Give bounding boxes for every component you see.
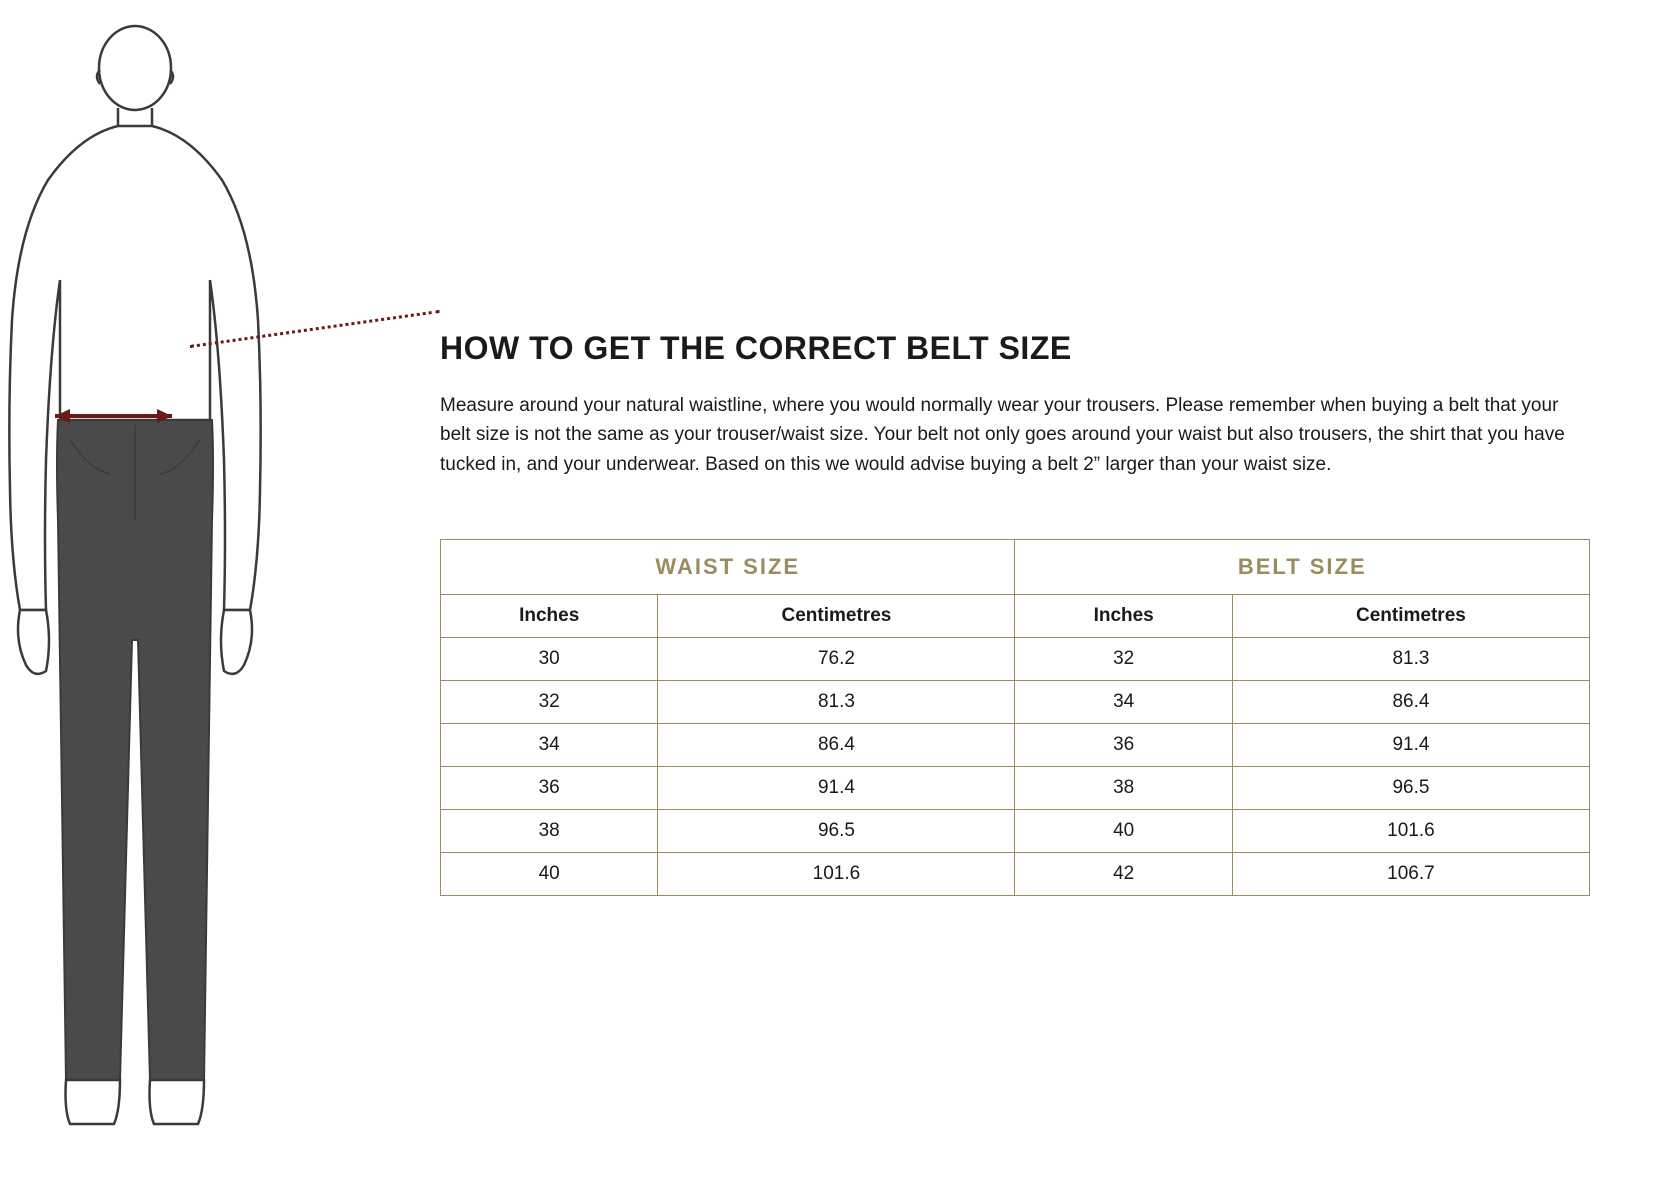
table-unit-header-row: Inches Centimetres Inches Centimetres	[441, 595, 1590, 638]
table-row: 34 86.4 36 91.4	[441, 724, 1590, 767]
cell: 34	[441, 724, 658, 767]
cell: 101.6	[1232, 810, 1589, 853]
cell: 36	[441, 767, 658, 810]
table-body: 30 76.2 32 81.3 32 81.3 34 86.4 34 86.4 …	[441, 638, 1590, 896]
cell: 101.6	[658, 853, 1015, 896]
cell: 96.5	[1232, 767, 1589, 810]
cell: 86.4	[1232, 681, 1589, 724]
body-figure-svg	[0, 20, 440, 1170]
cell: 81.3	[1232, 638, 1589, 681]
cell: 106.7	[1232, 853, 1589, 896]
unit-header: Centimetres	[658, 595, 1015, 638]
cell: 40	[441, 853, 658, 896]
description-text: Measure around your natural waistline, w…	[440, 391, 1590, 479]
unit-header: Centimetres	[1232, 595, 1589, 638]
cell: 42	[1015, 853, 1232, 896]
figure-illustration	[0, 0, 440, 1200]
table-group-header-row: WAIST SIZE BELT SIZE	[441, 540, 1590, 595]
cell: 91.4	[658, 767, 1015, 810]
cell: 32	[1015, 638, 1232, 681]
content-column: HOW TO GET THE CORRECT BELT SIZE Measure…	[440, 0, 1657, 1200]
cell: 86.4	[658, 724, 1015, 767]
cell: 38	[441, 810, 658, 853]
cell: 96.5	[658, 810, 1015, 853]
table-row: 32 81.3 34 86.4	[441, 681, 1590, 724]
page-title: HOW TO GET THE CORRECT BELT SIZE	[440, 330, 1617, 367]
table-row: 30 76.2 32 81.3	[441, 638, 1590, 681]
size-table: WAIST SIZE BELT SIZE Inches Centimetres …	[440, 539, 1590, 896]
group-header-waist: WAIST SIZE	[441, 540, 1015, 595]
group-header-belt: BELT SIZE	[1015, 540, 1590, 595]
table-row: 36 91.4 38 96.5	[441, 767, 1590, 810]
cell: 36	[1015, 724, 1232, 767]
cell: 34	[1015, 681, 1232, 724]
table-row: 38 96.5 40 101.6	[441, 810, 1590, 853]
cell: 30	[441, 638, 658, 681]
cell: 91.4	[1232, 724, 1589, 767]
cell: 32	[441, 681, 658, 724]
cell: 81.3	[658, 681, 1015, 724]
table-row: 40 101.6 42 106.7	[441, 853, 1590, 896]
cell: 76.2	[658, 638, 1015, 681]
cell: 38	[1015, 767, 1232, 810]
unit-header: Inches	[1015, 595, 1232, 638]
cell: 40	[1015, 810, 1232, 853]
unit-header: Inches	[441, 595, 658, 638]
